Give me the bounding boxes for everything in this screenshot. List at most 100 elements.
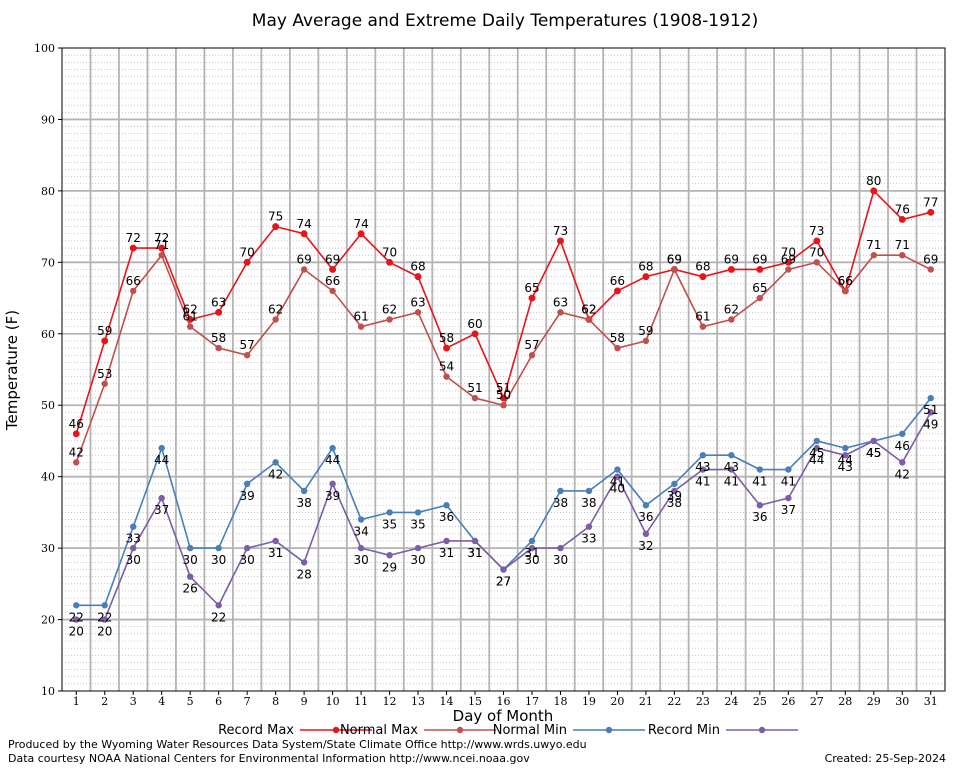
normal-min-point <box>756 466 764 473</box>
normal-max-data-label: 59 <box>638 324 653 338</box>
normal-min-data-label: 44 <box>838 453 853 467</box>
record-max-point <box>443 344 450 352</box>
record-max-point <box>414 273 422 280</box>
record-max-point <box>500 394 507 402</box>
normal-min-point <box>130 523 137 530</box>
record-min-data-label: 49 <box>923 417 938 431</box>
normal-max-point <box>642 337 650 345</box>
record-min-data-label: 29 <box>382 560 397 574</box>
normal-max-data-label: 65 <box>752 281 767 295</box>
record-min-data-label: 31 <box>439 546 454 560</box>
normal-min-data-label: 44 <box>154 453 169 467</box>
record-max-point <box>243 259 251 266</box>
record-max-data-label: 68 <box>638 260 653 274</box>
normal-min-data-label: 27 <box>496 575 511 589</box>
record-min-data-label: 30 <box>126 553 141 567</box>
record-max-data-label: 66 <box>838 274 853 288</box>
record-max-point <box>215 309 222 316</box>
record-max-data-label: 72 <box>126 231 141 245</box>
record-min-point <box>671 487 678 495</box>
normal-min-data-label: 30 <box>211 553 226 567</box>
normal-max-data-label: 58 <box>211 331 226 345</box>
legend-label-record-min: Record Min <box>648 723 720 738</box>
normal-min-point <box>186 544 194 552</box>
normal-max-point <box>785 266 792 273</box>
record-min-point <box>870 437 877 445</box>
normal-max-point <box>813 259 821 266</box>
record-min-point <box>728 466 735 473</box>
normal-min-data-label: 43 <box>695 460 710 474</box>
record-min-point <box>414 544 422 552</box>
record-min-point <box>357 544 365 552</box>
normal-max-point <box>414 309 422 316</box>
record-min-point <box>756 502 764 509</box>
record-min-point <box>842 452 849 459</box>
legend-label-record-max: Record Max <box>218 723 294 738</box>
record-max-data-label: 68 <box>410 260 425 274</box>
normal-max-data-label: 63 <box>553 295 568 309</box>
record-max-point <box>728 266 735 273</box>
record-min-data-label: 37 <box>154 503 169 517</box>
normal-max-point <box>215 344 222 352</box>
normal-min-data-label: 51 <box>923 403 938 417</box>
record-min-data-label: 30 <box>524 553 539 567</box>
record-min-point <box>528 544 536 552</box>
legend-marker-normal-min <box>605 726 613 734</box>
record-max-point <box>756 266 764 273</box>
record-min-point <box>642 530 650 538</box>
record-max-data-label: 51 <box>496 381 511 395</box>
normal-max-data-label: 71 <box>895 238 910 252</box>
record-max-data-label: 59 <box>97 324 112 338</box>
x-tick-label: 7 <box>244 695 251 708</box>
normal-min-point <box>443 502 450 509</box>
x-tick-label: 2 <box>101 695 108 708</box>
record-min-data-label: 39 <box>325 489 340 503</box>
x-tick-label: 22 <box>667 695 681 708</box>
record-max-point <box>528 294 536 302</box>
record-max-point <box>386 259 393 266</box>
record-max-point <box>357 230 365 238</box>
normal-max-data-label: 62 <box>268 302 283 316</box>
normal-min-point <box>699 452 707 459</box>
normal-max-data-label: 42 <box>69 445 84 459</box>
normal-min-data-label: 41 <box>781 475 796 489</box>
x-tick-label: 9 <box>301 695 308 708</box>
normal-max-point <box>728 316 735 323</box>
record-min-point <box>471 537 479 545</box>
normal-max-point <box>73 459 80 466</box>
normal-max-point <box>870 251 877 259</box>
record-min-data-label: 20 <box>97 625 112 639</box>
x-tick-label: 26 <box>781 695 795 708</box>
normal-max-point <box>471 394 479 402</box>
record-min-point <box>813 444 821 452</box>
normal-max-data-label: 70 <box>809 245 824 259</box>
normal-max-data-label: 69 <box>667 252 682 266</box>
record-max-data-label: 75 <box>268 210 283 224</box>
x-tick-label: 16 <box>497 695 511 708</box>
normal-min-point <box>300 487 308 495</box>
record-max-point <box>158 244 166 252</box>
record-min-point <box>272 537 279 545</box>
record-min-data-label: 27 <box>496 575 511 589</box>
normal-min-point <box>813 437 821 445</box>
normal-max-point <box>130 287 137 295</box>
normal-min-data-label: 43 <box>724 460 739 474</box>
y-tick-label: 90 <box>41 113 55 126</box>
record-max-data-label: 63 <box>211 295 226 309</box>
normal-max-point <box>500 402 507 409</box>
record-max-point <box>272 223 279 230</box>
normal-max-data-label: 50 <box>496 388 511 402</box>
record-max-point <box>101 337 109 345</box>
normal-max-point <box>158 251 165 259</box>
y-tick-label: 10 <box>41 685 55 698</box>
normal-min-point <box>585 487 593 495</box>
record-max-data-label: 69 <box>724 252 739 266</box>
normal-min-point <box>329 444 336 452</box>
normal-min-data-label: 44 <box>325 453 340 467</box>
normal-max-point <box>671 266 678 273</box>
normal-max-point <box>272 316 279 323</box>
record-min-data-label: 30 <box>410 553 425 567</box>
record-max-point <box>927 209 935 216</box>
record-max-point <box>898 216 906 223</box>
normal-max-point <box>557 309 564 316</box>
